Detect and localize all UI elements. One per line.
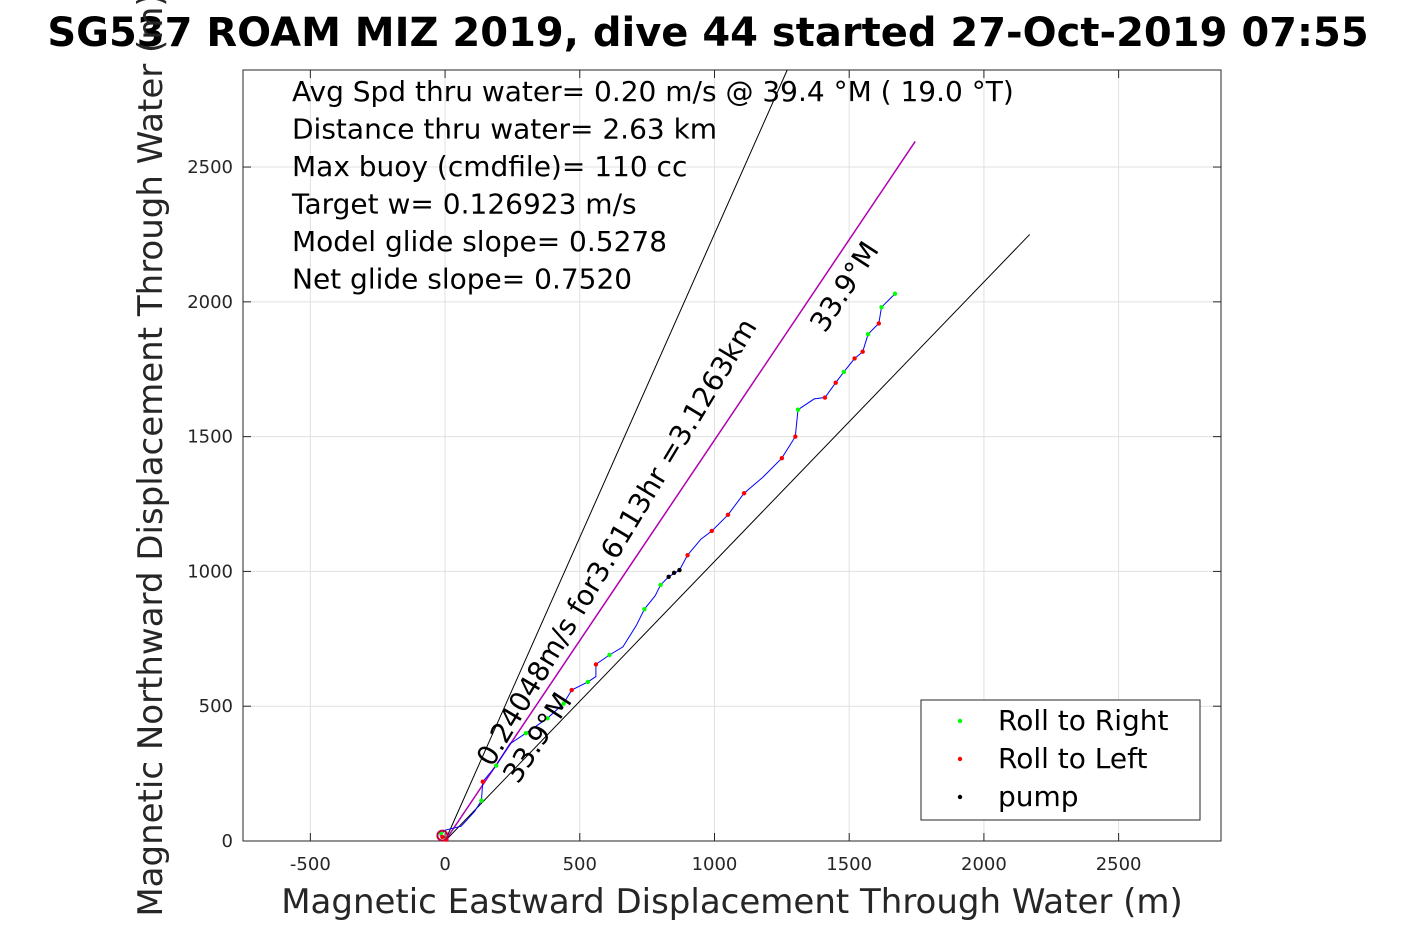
data-point bbox=[440, 834, 445, 840]
x-tick-label: 1500 bbox=[826, 854, 872, 875]
data-point bbox=[793, 434, 798, 439]
y-tick-label: 2500 bbox=[187, 157, 233, 178]
info-text: Avg Spd thru water= 0.20 m/s @ 39.4 °M (… bbox=[291, 75, 1014, 296]
data-point bbox=[795, 407, 801, 412]
x-tick-label: 1000 bbox=[692, 854, 738, 875]
info-line: Model glide slope= 0.5278 bbox=[292, 225, 667, 258]
legend-marker bbox=[957, 718, 963, 724]
x-tick-label: 2500 bbox=[1096, 854, 1142, 875]
data-point bbox=[879, 305, 884, 310]
data-point bbox=[569, 687, 574, 693]
data-point bbox=[666, 574, 671, 580]
info-line: Target w= 0.126923 m/s bbox=[291, 188, 637, 221]
y-axis-label: Magnetic Northward Displacement Through … bbox=[131, 0, 171, 917]
data-point bbox=[892, 291, 898, 296]
legend-label: Roll to Left bbox=[998, 742, 1147, 775]
legend-label: pump bbox=[998, 780, 1079, 813]
y-tick-label: 500 bbox=[199, 696, 233, 717]
legend-marker bbox=[957, 756, 963, 762]
data-point bbox=[480, 779, 485, 784]
data-point bbox=[523, 730, 529, 736]
data-point bbox=[479, 798, 484, 803]
data-point bbox=[709, 528, 714, 534]
heading-line bbox=[444, 141, 916, 842]
legend-label: Roll to Right bbox=[998, 704, 1169, 737]
info-line: Net glide slope= 0.7520 bbox=[292, 263, 632, 296]
cone-line-right bbox=[444, 234, 1031, 842]
y-tick-label: 2000 bbox=[187, 292, 233, 313]
info-line: Avg Spd thru water= 0.20 m/s @ 39.4 °M (… bbox=[292, 75, 1014, 108]
reference-lines bbox=[444, 69, 1031, 842]
x-tick-label: -500 bbox=[290, 854, 331, 875]
legend: Roll to Right Roll to Left pump bbox=[920, 699, 1201, 821]
data-point bbox=[779, 455, 785, 461]
data-point bbox=[593, 662, 599, 667]
axis-ticks: -500 0 500 1000 1500 2000 2500 0 500 1000 1500 2000… bbox=[187, 70, 1221, 875]
chart-title: SG537 ROAM MIZ 2019, dive 44 started 27-… bbox=[47, 10, 1368, 56]
y-tick-label: 1500 bbox=[187, 427, 233, 448]
data-point bbox=[822, 395, 828, 400]
data-point bbox=[561, 701, 566, 706]
x-tick-label: 500 bbox=[563, 854, 597, 875]
data-point bbox=[677, 567, 682, 573]
markers bbox=[436, 291, 898, 842]
grid bbox=[243, 70, 1221, 842]
x-tick-label: 0 bbox=[439, 854, 450, 875]
data-point bbox=[658, 582, 663, 588]
legend-box bbox=[920, 699, 1201, 821]
info-line: Max buoy (cmdfile)= 110 cc bbox=[292, 150, 687, 183]
start-marker bbox=[436, 829, 449, 842]
data-point bbox=[741, 491, 747, 496]
data-point bbox=[545, 716, 550, 721]
legend-marker bbox=[957, 794, 963, 800]
y-tick-label: 0 bbox=[222, 831, 233, 852]
track-line bbox=[439, 293, 896, 836]
info-line: Distance thru water= 2.63 km bbox=[292, 113, 717, 146]
x-axis-label: Magnetic Eastward Displacement Through W… bbox=[281, 882, 1183, 922]
track-polyline bbox=[439, 293, 896, 836]
series-1 bbox=[440, 321, 882, 842]
data-point bbox=[494, 763, 499, 768]
series-0 bbox=[438, 291, 898, 836]
y-tick-label: 1000 bbox=[187, 561, 233, 582]
data-point bbox=[725, 512, 731, 518]
data-point bbox=[685, 553, 690, 558]
data-point bbox=[852, 356, 857, 361]
data-point bbox=[876, 321, 882, 326]
velocity-annotation: 0.24048m/s for3.6113hr =3.1263km bbox=[470, 313, 764, 772]
data-point bbox=[833, 380, 838, 385]
heading-annotation-upper: 33.9°M bbox=[803, 236, 885, 338]
data-point bbox=[841, 369, 847, 375]
data-point bbox=[671, 570, 677, 575]
x-tick-label: 2000 bbox=[961, 854, 1007, 875]
data-point bbox=[585, 679, 591, 685]
data-point bbox=[642, 606, 647, 612]
series-2 bbox=[666, 567, 682, 580]
data-point bbox=[860, 349, 865, 354]
plot-area bbox=[242, 69, 1222, 842]
data-point bbox=[865, 331, 871, 337]
data-point bbox=[607, 652, 612, 658]
cone-line-left bbox=[444, 69, 788, 842]
